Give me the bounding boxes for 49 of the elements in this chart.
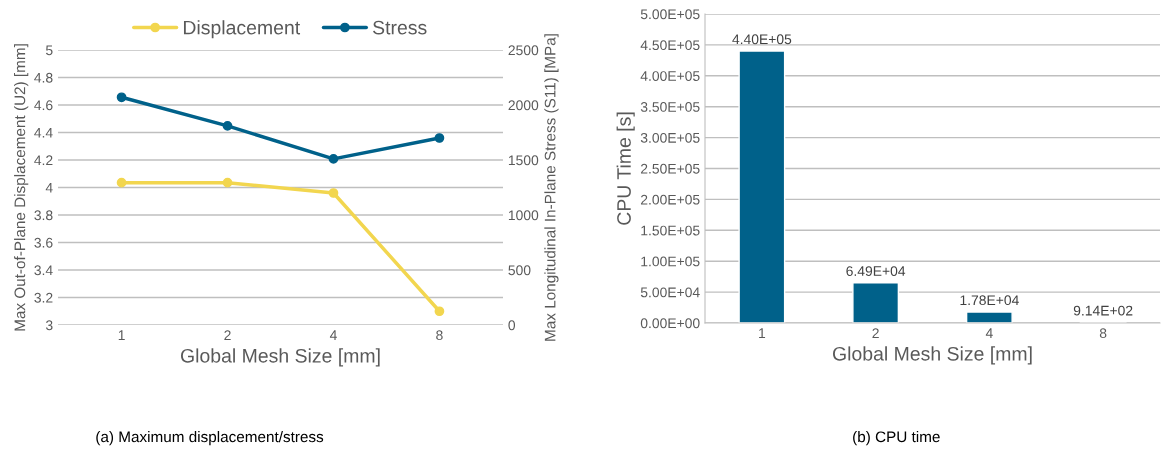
data-label: 4.40E+05	[732, 34, 792, 45]
text: (b) CPU time	[853, 430, 940, 446]
y-tick-label: 3.6	[34, 237, 53, 248]
y2-axis-title: Max Longitudinal In-Plane Stress (S11) [MPa]	[544, 34, 559, 341]
legend-label: Stress	[373, 20, 427, 35]
y-tick-label: 4.8	[34, 72, 53, 83]
x-tick-label: 2	[224, 330, 231, 340]
y2-tick-label: 2500	[508, 45, 539, 56]
x-tick-label: 8	[1099, 328, 1107, 339]
x-tick-label: 2	[872, 328, 879, 338]
y-tick-label: 2.00E+05	[640, 194, 700, 205]
y-tick-label: 3.2	[34, 292, 53, 303]
y2-tick-label: 0	[508, 320, 516, 331]
y-tick-label: 4.00E+05	[640, 71, 700, 81]
y-tick-label: 3.4	[34, 265, 53, 276]
y-tick-label: 3	[45, 320, 53, 331]
legend-label: Displacement	[183, 20, 301, 39]
y-tick-label: 3.50E+05	[640, 102, 700, 112]
y2-tick-label: 1000	[508, 210, 539, 221]
y-tick-label: 4.6	[34, 100, 53, 111]
x-tick-label: 8	[436, 330, 443, 341]
x-tick-label: 1	[118, 330, 125, 340]
text: (a) Maximum displacement/stress	[96, 430, 324, 446]
data-label: 6.49E+04	[846, 266, 906, 276]
x-tick-label: 4	[985, 328, 993, 338]
x-tick-label: 4	[329, 330, 337, 340]
y-tick-label: 1.00E+05	[641, 256, 700, 267]
y-tick-label: 5	[45, 45, 53, 56]
y-tick-label: 2.50E+05	[640, 163, 700, 174]
y2-tick-label: 2000	[508, 100, 539, 111]
x-axis-title: Global Mesh Size [mm]	[180, 348, 380, 367]
y-tick-label: 1.50E+05	[641, 225, 700, 236]
data-label: 9.14E+02	[1073, 305, 1133, 316]
y-tick-label: 3.8	[34, 210, 53, 221]
x-tick-label: 1	[759, 328, 766, 338]
y-tick-label: 4.4	[34, 127, 53, 138]
y-axis-title: Max Out-of-Plane Displacement (U2) [mm]	[14, 44, 29, 331]
y-tick-label: 4	[45, 182, 53, 193]
x-axis-title: Global Mesh Size [mm]	[832, 346, 1032, 365]
y2-tick-label: 500	[508, 265, 531, 276]
data-label: 1.78E+04	[960, 295, 1019, 306]
y-tick-label: 5.00E+04	[640, 287, 700, 298]
y-tick-label: 3.00E+05	[640, 132, 700, 143]
y-tick-label: 4.2	[34, 155, 53, 166]
y-tick-label: 0.00E+00	[640, 318, 700, 329]
y-tick-label: 5.00E+05	[640, 9, 700, 20]
y2-tick-label: 1500	[508, 155, 539, 166]
y-axis-title: CPU Time [s]	[616, 112, 635, 225]
y-tick-label: 4.50E+05	[640, 40, 700, 51]
